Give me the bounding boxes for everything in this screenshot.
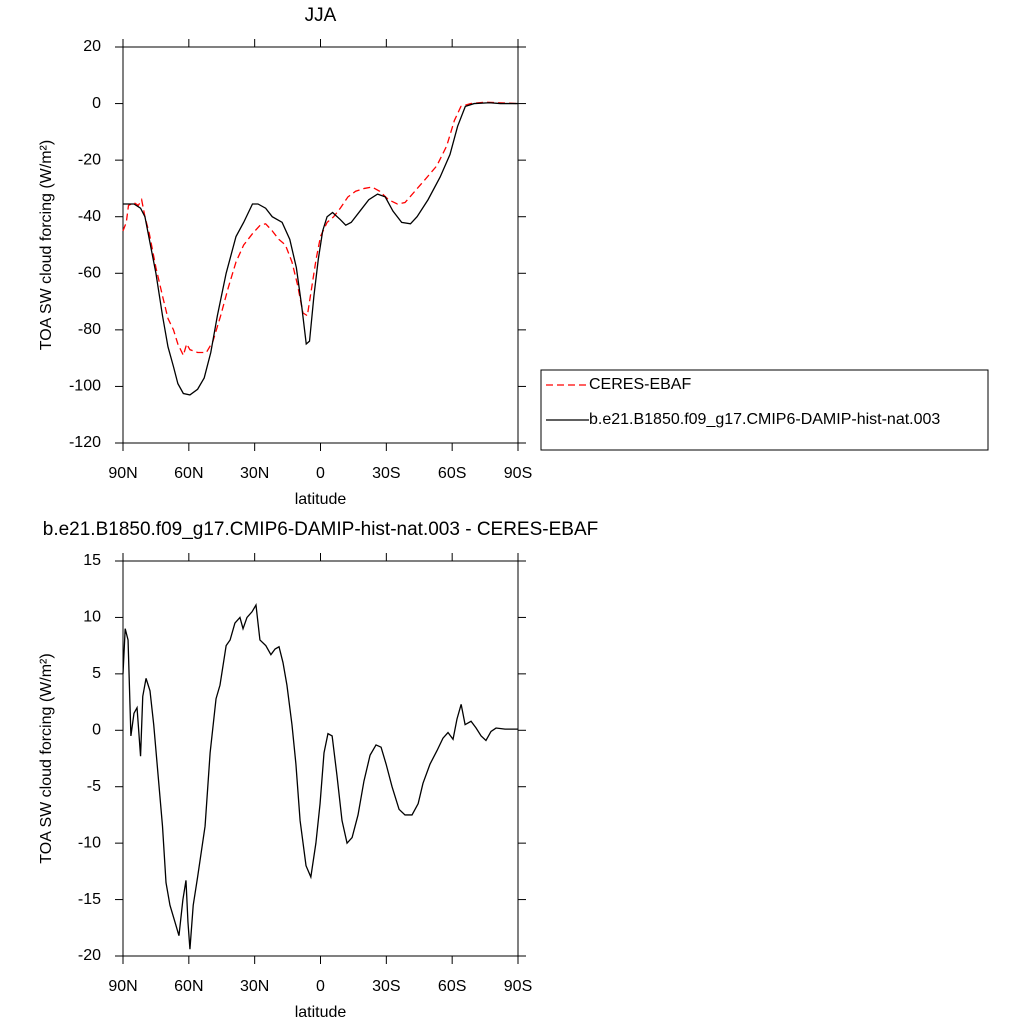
y-tick-label: -120 bbox=[69, 434, 101, 451]
y-tick-label: -5 bbox=[87, 778, 101, 795]
chart-title: JJA bbox=[305, 5, 337, 26]
plot-frame bbox=[122, 560, 519, 957]
y-tick-label: -20 bbox=[78, 947, 101, 964]
x-tick-label: 90S bbox=[504, 465, 532, 482]
y-tick-label: -100 bbox=[69, 378, 101, 395]
legend-label: CERES-EBAF bbox=[589, 376, 691, 393]
y-tick-label: 0 bbox=[92, 722, 101, 739]
x-tick-label: 0 bbox=[316, 978, 325, 995]
x-tick-label: 60N bbox=[174, 978, 203, 995]
x-tick-label: 30S bbox=[372, 978, 400, 995]
x-tick-label: 30N bbox=[240, 978, 269, 995]
y-tick-label: -40 bbox=[78, 208, 101, 225]
x-tick-label: 30N bbox=[240, 465, 269, 482]
data-line bbox=[122, 602, 518, 950]
y-tick-label: 10 bbox=[83, 609, 101, 626]
y-tick-label: 20 bbox=[83, 38, 101, 55]
data-line bbox=[122, 101, 519, 358]
x-tick-label: 30S bbox=[372, 465, 400, 482]
x-tick-label: 90N bbox=[108, 465, 137, 482]
x-tick-label: 60S bbox=[438, 978, 466, 995]
x-tick-label: 90S bbox=[504, 978, 532, 995]
y-axis-label: TOA SW cloud forcing (W/m²) bbox=[38, 653, 55, 863]
y-tick-label: -20 bbox=[78, 151, 101, 168]
legend-label: b.e21.B1850.f09_g17.CMIP6-DAMIP-hist-nat… bbox=[589, 411, 940, 428]
x-tick-label: 0 bbox=[316, 465, 325, 482]
data-line bbox=[123, 102, 518, 396]
y-tick-label: -80 bbox=[78, 321, 101, 338]
chart-title: b.e21.B1850.f09_g17.CMIP6-DAMIP-hist-nat… bbox=[43, 519, 598, 540]
y-tick-label: -10 bbox=[78, 834, 101, 851]
y-tick-label: 15 bbox=[83, 552, 101, 569]
y-axis-label: TOA SW cloud forcing (W/m²) bbox=[38, 140, 55, 350]
y-tick-label: -15 bbox=[78, 891, 101, 908]
x-axis-label: latitude bbox=[295, 491, 347, 508]
x-tick-label: 90N bbox=[108, 978, 137, 995]
y-tick-label: 5 bbox=[92, 665, 101, 682]
x-tick-label: 60S bbox=[438, 465, 466, 482]
legend-box bbox=[540, 369, 989, 451]
y-tick-label: -60 bbox=[78, 265, 101, 282]
y-tick-label: 0 bbox=[92, 95, 101, 112]
x-axis-label: latitude bbox=[295, 1004, 347, 1021]
x-tick-label: 60N bbox=[174, 465, 203, 482]
